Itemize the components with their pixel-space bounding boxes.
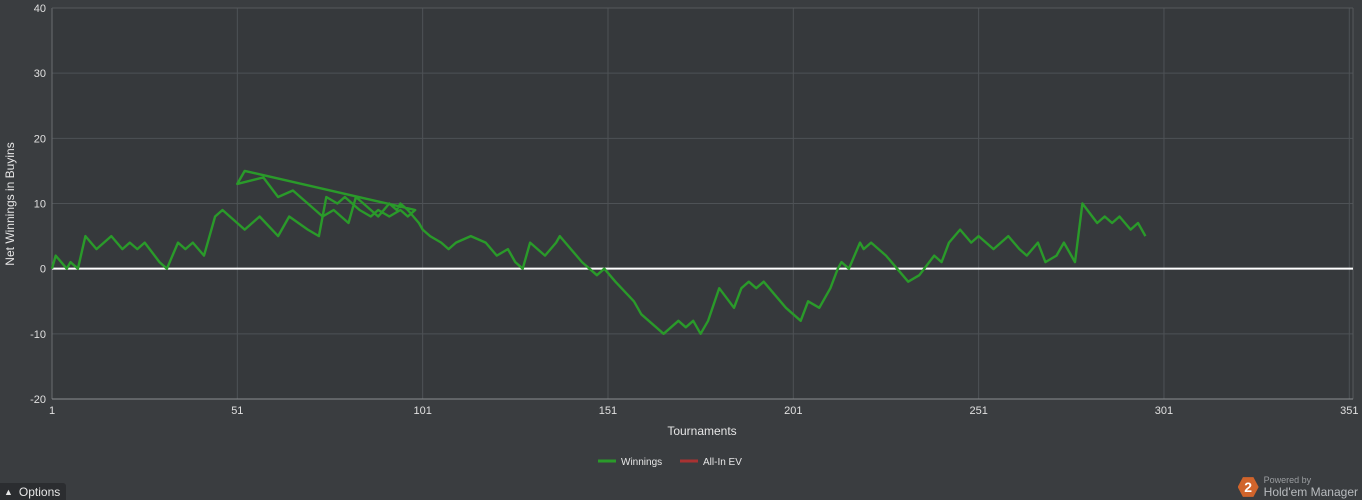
y-tick-label: 40 xyxy=(34,3,46,15)
series-line-winnings xyxy=(50,169,1147,335)
hm-logo-icon: 2 xyxy=(1237,477,1259,497)
x-tick-label: 151 xyxy=(599,405,617,417)
x-tick-label: 1 xyxy=(49,405,55,417)
x-tick-label: 101 xyxy=(413,405,431,417)
y-tick-label: 10 xyxy=(34,199,46,211)
brand-name: Hold'em Manager xyxy=(1263,485,1358,499)
y-tick-label: 30 xyxy=(34,68,46,80)
chevron-up-icon: ▲ xyxy=(4,486,13,497)
x-tick-label: 51 xyxy=(231,405,243,417)
legend[interactable]: Winnings All-In EV xyxy=(598,457,742,468)
x-tick-label: 201 xyxy=(784,405,802,417)
options-toggle[interactable]: ▲ Options xyxy=(0,483,66,500)
y-tick-label: -20 xyxy=(30,394,46,406)
legend-allin-label[interactable]: All-In EV xyxy=(703,457,742,468)
brand-badge: 2 Powered by Hold'em Manager xyxy=(1237,474,1358,500)
series-group xyxy=(50,169,1147,335)
y-tick-label: -10 xyxy=(30,329,46,341)
x-axis-title: Tournaments xyxy=(667,424,736,438)
legend-winnings-label[interactable]: Winnings xyxy=(621,457,662,468)
x-tick-label: 351 xyxy=(1340,405,1358,417)
options-label: Options xyxy=(18,484,61,499)
brand-powered-by: Powered by xyxy=(1263,475,1312,485)
x-tick-labels: 1 51 101 151 201 251 301 351 xyxy=(49,405,1359,417)
y-tick-label: 20 xyxy=(34,133,46,145)
y-axis-title: Net Winnings in Buyins xyxy=(3,142,17,265)
x-tick-label: 301 xyxy=(1155,405,1173,417)
x-tick-label: 251 xyxy=(969,405,987,417)
y-tick-label: 0 xyxy=(40,264,46,276)
y-tick-labels: -20 -10 0 10 20 30 40 xyxy=(30,3,46,406)
